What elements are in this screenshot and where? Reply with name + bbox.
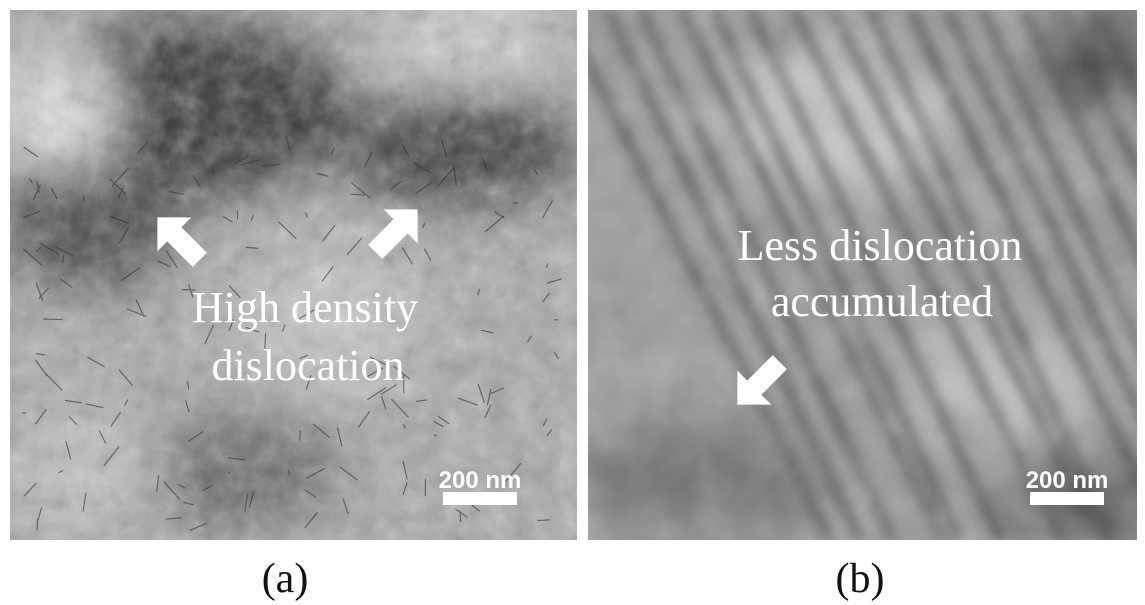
micrograph-b (561, 10, 1145, 540)
annotation: accumulated (771, 277, 993, 326)
annotation: High density (192, 283, 418, 332)
caption: (b) (836, 556, 885, 602)
texture (434, 435, 437, 436)
scale-bar-label: 200 nm (1026, 467, 1109, 494)
texture (43, 319, 62, 320)
texture (37, 519, 38, 530)
micrograph-a (0, 0, 580, 540)
scale-bar-label: 200 nm (439, 467, 522, 494)
scale-bar (443, 492, 517, 505)
scale-bar (1030, 492, 1104, 505)
texture (1139, 10, 1145, 540)
annotation: Less dislocation (738, 221, 1023, 270)
annotation: dislocation (211, 341, 404, 390)
texture (537, 520, 550, 521)
caption: (a) (262, 556, 309, 602)
figure: High density dislocation Less dislocatio… (0, 0, 1145, 605)
